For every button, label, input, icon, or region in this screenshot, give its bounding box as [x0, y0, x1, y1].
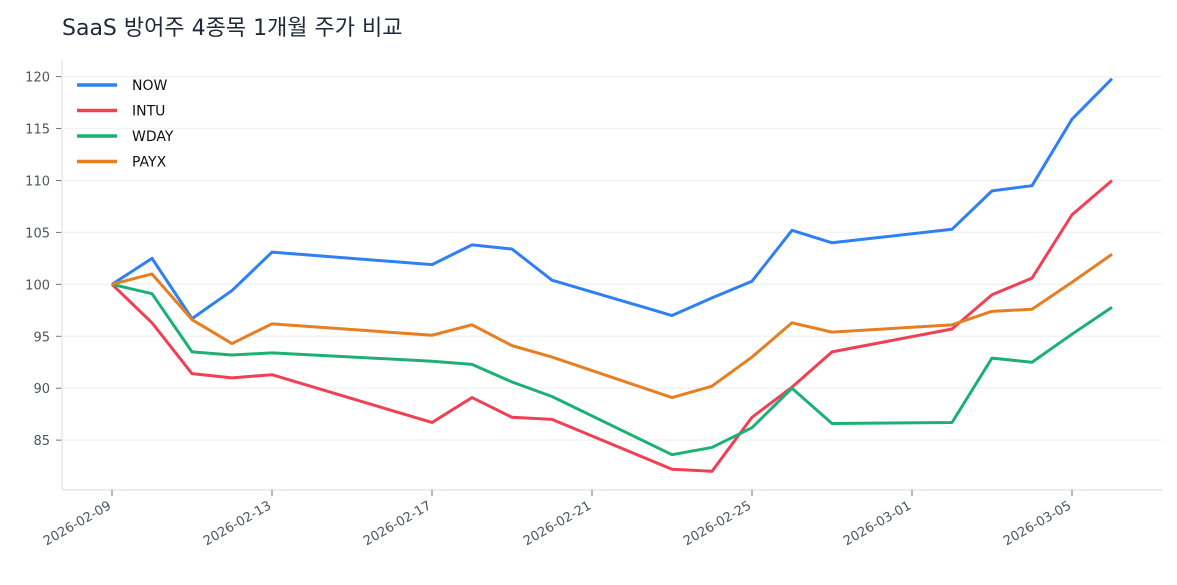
chart-title: SaaS 방어주 4종목 1개월 주가 비교 [62, 16, 403, 41]
y-tick-label: 95 [33, 330, 50, 345]
x-tick-label: 2026-02-21 [521, 498, 594, 549]
series-line-wday [111, 282, 1113, 457]
x-tick-label: 2026-02-25 [681, 498, 754, 549]
legend-label: PAYX [132, 155, 167, 171]
series-line-payx [111, 252, 1113, 400]
x-tick-label: 2026-02-17 [361, 498, 434, 549]
series-line-intu [110, 179, 1113, 473]
legend-label: INTU [132, 104, 165, 120]
y-tick-label: 110 [25, 174, 50, 189]
y-tick-label: 90 [33, 382, 50, 397]
legend-label: NOW [132, 78, 167, 94]
series-line-now [111, 77, 1114, 321]
x-tick-label: 2026-02-09 [41, 498, 114, 549]
y-tick-label: 100 [25, 278, 50, 293]
legend-label: WDAY [132, 129, 174, 145]
y-tick-label: 120 [25, 71, 50, 86]
x-tick-label: 2026-03-05 [1001, 498, 1074, 549]
y-tick-label: 85 [33, 434, 50, 449]
x-tick-label: 2026-03-01 [841, 498, 914, 549]
y-tick-label: 105 [25, 226, 50, 241]
y-tick-label: 115 [25, 123, 50, 138]
x-tick-label: 2026-02-13 [201, 498, 274, 549]
